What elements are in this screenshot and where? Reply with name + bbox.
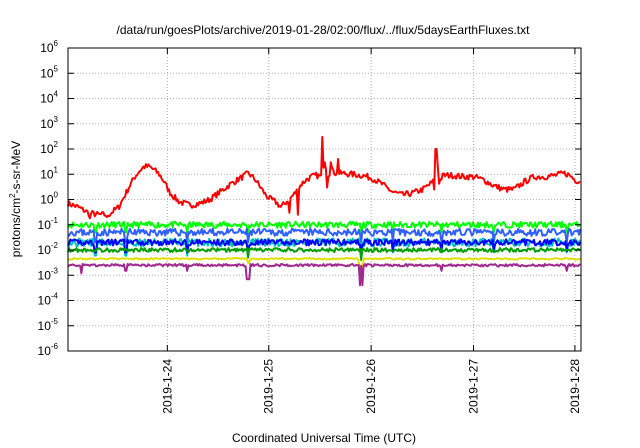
y-tick-label: 10-1 bbox=[38, 216, 59, 232]
y-tick-label: 106 bbox=[40, 39, 58, 55]
series-line-3 bbox=[67, 227, 582, 244]
y-tick-label: 104 bbox=[40, 90, 58, 106]
x-tick-label: 2019-1-24 bbox=[160, 359, 174, 414]
plot-frame bbox=[67, 47, 582, 352]
y-tick-label: 102 bbox=[40, 140, 58, 156]
y-axis-label-rest: -s-sr-MeV bbox=[9, 141, 23, 194]
y-axis-label-exponent: 2 bbox=[8, 193, 17, 198]
y-tick-label: 101 bbox=[40, 165, 58, 181]
y-axis-label-unit: protons/cm bbox=[9, 198, 23, 257]
series-line-8 bbox=[67, 262, 581, 287]
y-axis: 10-6 10-5 10-4 10-3 10-2 10-1 100 101 102 103 104 1… bbox=[38, 39, 581, 358]
y-tick-label: 105 bbox=[40, 64, 58, 80]
chart-title: /data/run/goesPlots/archive/2019-01-28/0… bbox=[117, 23, 531, 37]
y-tick-label: 10-2 bbox=[38, 241, 59, 257]
series-line-1 bbox=[67, 136, 581, 220]
y-tick-label: 10-6 bbox=[38, 342, 59, 358]
x-tick-label: 2019-1-27 bbox=[467, 359, 481, 414]
x-axis: 2019-1-24 2019-1-25 2019-1-26 2019-1-27 2019… bbox=[160, 48, 582, 414]
y-tick-label: 103 bbox=[40, 115, 58, 131]
x-tick-label: 2019-1-28 bbox=[568, 359, 582, 414]
grid-lines bbox=[68, 48, 581, 351]
series-layer bbox=[67, 136, 582, 287]
y-tick-label: 10-5 bbox=[38, 317, 59, 333]
series-line-5 bbox=[67, 238, 582, 257]
y-tick-label: 100 bbox=[40, 191, 58, 207]
x-axis-label: Coordinated Universal Time (UTC) bbox=[232, 431, 416, 445]
y-tick-label: 10-4 bbox=[38, 292, 59, 308]
y-tick-label: 10-3 bbox=[38, 266, 59, 282]
x-tick-label: 2019-1-26 bbox=[364, 359, 378, 414]
series-line-7 bbox=[68, 257, 582, 269]
series-line-6 bbox=[67, 247, 581, 261]
series-line-2 bbox=[67, 220, 582, 236]
y-axis-label: protons/cm2-s-sr-MeV bbox=[8, 141, 23, 257]
x-tick-label: 2019-1-25 bbox=[262, 359, 276, 414]
